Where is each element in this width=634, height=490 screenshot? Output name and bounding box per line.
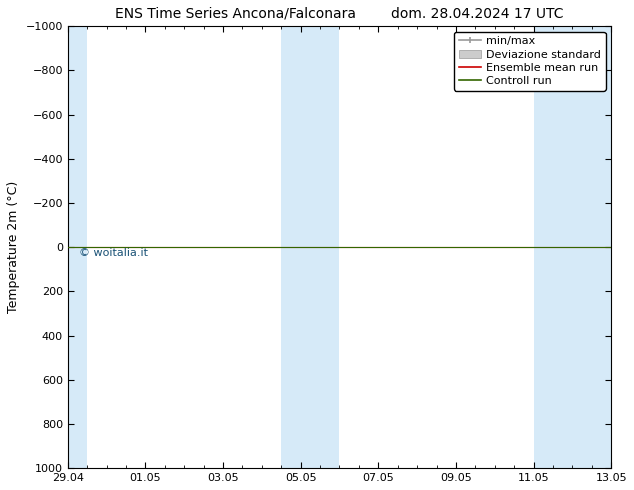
Bar xyxy=(281,26,339,468)
Y-axis label: Temperature 2m (°C): Temperature 2m (°C) xyxy=(7,181,20,314)
Bar xyxy=(68,26,87,468)
Text: © woitalia.it: © woitalia.it xyxy=(79,248,148,258)
Bar xyxy=(534,26,611,468)
Legend: min/max, Deviazione standard, Ensemble mean run, Controll run: min/max, Deviazione standard, Ensemble m… xyxy=(454,32,605,91)
Title: ENS Time Series Ancona/Falconara        dom. 28.04.2024 17 UTC: ENS Time Series Ancona/Falconara dom. 28… xyxy=(115,7,564,21)
